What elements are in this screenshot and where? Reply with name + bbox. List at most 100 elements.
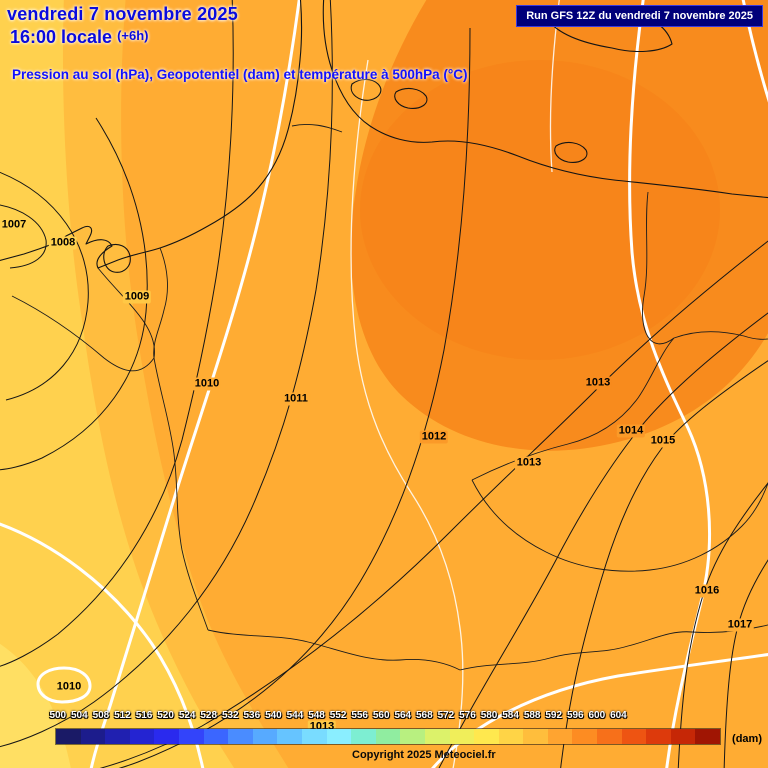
island (394, 87, 428, 109)
colorbar-segment (670, 729, 696, 744)
colorbar-value: 588 (523, 710, 541, 721)
colorbar-value: 516 (135, 710, 153, 721)
colorbar-value: 524 (178, 710, 196, 721)
pressure-label: 1010 (192, 377, 222, 391)
colorbar-segment (424, 729, 450, 744)
border-nl-de (153, 247, 168, 359)
pressure-label: 1016 (692, 584, 722, 598)
colorbar-segment (228, 729, 253, 744)
border-dk-de (291, 123, 343, 133)
geopotential-line (89, 0, 301, 768)
isobar-1009 (0, 117, 148, 471)
colorbar-value: 520 (157, 710, 174, 721)
pressure-label: 1013 (514, 456, 544, 470)
colorbar-value: 576 (459, 710, 476, 721)
isobar-1015 (560, 360, 768, 768)
colorbar-segment (498, 729, 524, 744)
pressure-label: 1012 (419, 430, 449, 444)
colorbar-value: 580 (480, 710, 498, 721)
isobar-1017 (723, 559, 768, 768)
colorbar-segment (351, 729, 376, 744)
colorbar-value: 604 (610, 710, 627, 721)
colorbar-segment (178, 729, 204, 744)
fill-yellow-band (0, 0, 235, 768)
colorbar-value: 596 (566, 710, 584, 721)
border-fr-be (11, 295, 155, 372)
colorbar-segment (597, 729, 622, 744)
colorbar-segment (277, 729, 302, 744)
colorbar-unit-label: (dam) (732, 733, 762, 745)
isobar-1012 (118, 27, 471, 768)
pressure-label: 1015 (648, 434, 678, 448)
colorbar-value: 536 (243, 710, 261, 721)
local-time-label: 16:00 locale (10, 27, 113, 47)
colorbar-segment (203, 729, 229, 744)
colorbar-segment (449, 729, 475, 744)
colorbar (55, 728, 721, 745)
colorbar-value: 552 (329, 710, 347, 721)
fill-deep-orange-core (360, 60, 720, 360)
pressure-label: 1011 (282, 392, 310, 406)
colorbar-value: 504 (71, 710, 88, 721)
colorbar-segment (375, 729, 401, 744)
border-ch-de (207, 629, 461, 671)
colorbar-segment (400, 729, 425, 744)
colorbar-value: 548 (308, 710, 325, 721)
border-fr-de (153, 357, 209, 631)
isobar-1007 (0, 204, 47, 269)
border-cz-south (471, 479, 768, 572)
colorbar-value: 544 (286, 710, 304, 721)
colorbar-segment (695, 729, 721, 744)
colorbar-value: 512 (114, 710, 131, 721)
geopotential-closed-loop (36, 666, 92, 704)
isobar-1010 (0, 0, 234, 667)
border-at-de (459, 624, 768, 671)
colorbar-value: 584 (502, 710, 519, 721)
colorbar-segment (252, 729, 278, 744)
colorbar-segment (523, 729, 548, 744)
colorbar-value: 564 (394, 710, 412, 721)
colorbar-value: 500 (49, 710, 67, 721)
colorbar-value: 528 (200, 710, 218, 721)
island (350, 78, 382, 101)
time-label: 16:00 locale (+6h) (10, 27, 149, 48)
colorbar-segment (129, 729, 155, 744)
colorbar-value: 592 (545, 710, 563, 721)
colorbar-values: 500 504 508 512 516 520 524 528 532 536 540 544 548 5… (47, 710, 629, 721)
run-info-box: Run GFS 12Z du vendredi 7 novembre 2025 (516, 5, 763, 27)
pressure-label: 1017 (725, 618, 755, 632)
colorbar-segment (56, 729, 81, 744)
fill-yellow-light-corner (0, 643, 71, 768)
pressure-label: 1010 (54, 680, 84, 694)
pressure-label: 1013 (583, 376, 613, 390)
border-cz-pl (673, 331, 768, 340)
colorbar-segment (301, 729, 327, 744)
forecast-offset-label: (+6h) (117, 28, 149, 43)
colorbar-value: 556 (351, 710, 368, 721)
date-label: vendredi 7 novembre 2025 (7, 4, 238, 24)
colorbar-value: 560 (372, 710, 390, 721)
map-subtitle: Pression au sol (hPa), Geopotentiel (dam… (12, 67, 468, 82)
isobar-1011 (0, 0, 333, 748)
pressure-label: 1007 (0, 218, 29, 232)
island (554, 141, 588, 163)
colorbar-segment (572, 729, 598, 744)
colorbar-value: 540 (265, 710, 282, 721)
isobar-1008 (0, 171, 89, 401)
isobar-1014 (438, 312, 768, 768)
colorbar-segment (621, 729, 647, 744)
geopotential-line (0, 522, 205, 768)
colorbar-segment (646, 729, 671, 744)
colorbar-segment (80, 729, 106, 744)
border-de-pl (642, 191, 675, 345)
colorbar-segment (547, 729, 573, 744)
colorbar-value: 600 (588, 710, 606, 721)
colorbar-value: 508 (92, 710, 110, 721)
coastline-north-sea (0, 0, 303, 269)
lake-ijsselmeer (103, 243, 131, 273)
pressure-label: 1008 (48, 236, 78, 250)
copyright-text: Copyright 2025 Meteociel.fr (352, 749, 496, 761)
